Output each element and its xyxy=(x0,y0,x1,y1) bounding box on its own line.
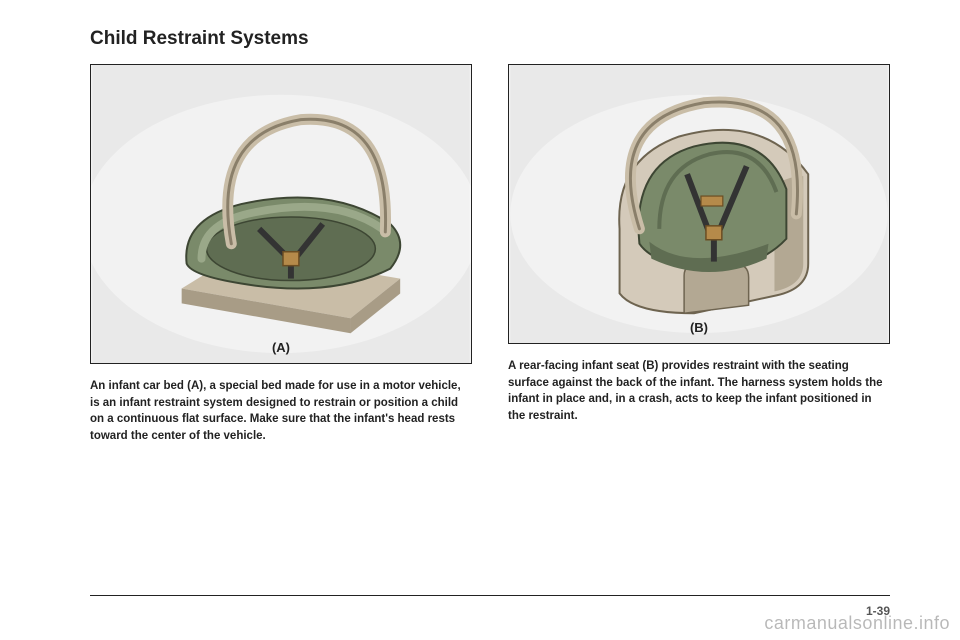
watermark: carmanualsonline.info xyxy=(764,613,950,634)
page-title: Child Restraint Systems xyxy=(90,28,890,50)
columns: (A) An infant car bed (A), a special bed… xyxy=(90,64,890,445)
figure-b-label: (B) xyxy=(690,320,708,335)
column-right: (B) A rear-facing infant seat (B) provid… xyxy=(508,64,890,445)
caption-a: An infant car bed (A), a special bed mad… xyxy=(90,378,472,445)
figure-b: (B) xyxy=(508,64,890,344)
figure-a: (A) xyxy=(90,64,472,364)
infantseat-illustration xyxy=(509,65,889,343)
caption-b: A rear-facing infant seat (B) provides r… xyxy=(508,358,890,425)
figure-a-label: (A) xyxy=(272,340,290,355)
footer-rule xyxy=(90,595,890,596)
manual-page: Child Restraint Systems xyxy=(0,0,960,640)
column-left: (A) An infant car bed (A), a special bed… xyxy=(90,64,472,445)
carbed-illustration xyxy=(91,65,471,363)
